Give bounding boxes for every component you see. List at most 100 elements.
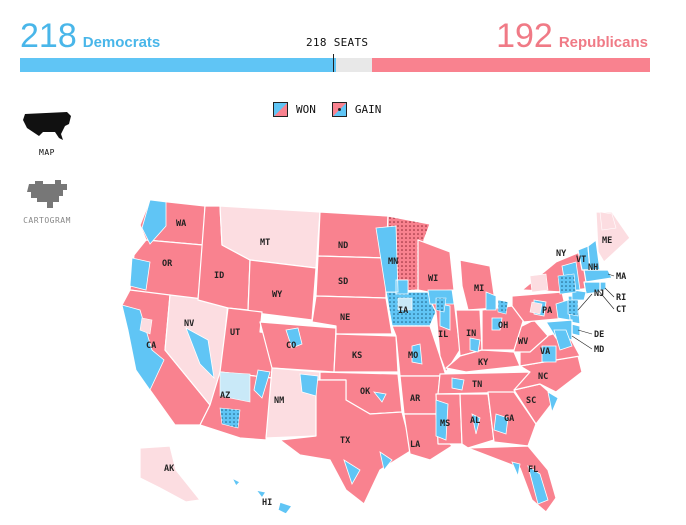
leader-RI (604, 287, 615, 298)
label-RI: RI (616, 293, 626, 303)
dem-districts-great-lakes (427, 289, 503, 353)
label-ND: ND (338, 241, 348, 251)
label-NV: NV (184, 319, 194, 329)
label-GA: GA (504, 414, 514, 424)
label-LA: LA (410, 440, 420, 450)
leader-CT (597, 289, 615, 310)
map-legend: WON GAIN (273, 102, 397, 117)
label-NE: NE (340, 313, 350, 323)
state-HI[interactable] (231, 477, 293, 515)
label-VA: VA (540, 347, 550, 357)
label-NH: NH (588, 263, 598, 273)
label-NJ: NJ (594, 289, 604, 299)
label-WA: WA (176, 219, 186, 229)
cartogram-view-button[interactable]: CARTOGRAM (18, 178, 76, 225)
label-MA: MA (616, 272, 626, 282)
dem-districts-florida (511, 461, 549, 505)
leader-MD (571, 335, 593, 350)
map-view-button[interactable]: MAP (18, 110, 76, 157)
dem-districts-west-coast (121, 199, 215, 391)
label-IA: IA (398, 306, 408, 316)
label-IL: IL (438, 330, 448, 340)
leader-DE (577, 329, 593, 335)
rep-pending-districts (139, 211, 617, 335)
label-MI: MI (474, 284, 484, 294)
label-TN: TN (472, 380, 482, 390)
majority-threshold-label: 218 SEATS (306, 36, 369, 49)
dem-districts-central (343, 225, 423, 485)
state-FL[interactable] (467, 445, 557, 513)
label-MT: MT (260, 238, 270, 248)
majority-marker (333, 54, 334, 72)
label-PA: PA (542, 306, 552, 316)
label-FL: FL (528, 465, 538, 475)
label-SC: SC (526, 396, 536, 406)
state-TX[interactable] (279, 379, 413, 505)
map-view-label: MAP (39, 148, 55, 157)
republican-bar-segment (371, 58, 650, 72)
az-pending-district (219, 371, 251, 403)
label-DE: DE (594, 330, 604, 340)
label-UT: UT (230, 328, 240, 338)
ia-pending-district (397, 297, 413, 311)
label-MD: MD (594, 345, 604, 355)
label-AL: AL (470, 416, 480, 426)
cartogram-icon (27, 180, 67, 208)
label-CT: CT (616, 305, 626, 315)
label-WY: WY (272, 290, 283, 300)
state-WI[interactable] (417, 239, 455, 293)
label-CO: CO (286, 341, 296, 351)
democrat-bar-segment (20, 58, 336, 72)
gain-label: GAIN (354, 103, 382, 116)
label-AZ: AZ (220, 391, 230, 401)
label-HI: HI (262, 498, 272, 508)
label-MN: MN (388, 257, 398, 267)
label-KS: KS (352, 351, 362, 361)
leader-MA (607, 273, 615, 277)
label-AK: AK (164, 464, 175, 474)
label-NY: NY (556, 249, 567, 259)
democrat-label: Democrats (82, 34, 161, 51)
republican-seat-count: 192 (496, 17, 553, 55)
label-MS: MS (440, 419, 450, 429)
label-ID: ID (214, 271, 224, 281)
leader-NJ (577, 293, 593, 311)
label-WV: WV (518, 337, 528, 347)
won-label: WON (296, 103, 316, 116)
republican-label: Republicans (558, 34, 648, 51)
won-swatch (273, 102, 288, 117)
label-CA: CA (146, 341, 156, 351)
state-GA[interactable] (487, 391, 537, 447)
cartogram-view-label: CARTOGRAM (23, 216, 71, 225)
state-IL[interactable] (429, 299, 461, 373)
democrat-tally: 218 Democrats (20, 18, 160, 54)
label-AR: AR (410, 394, 421, 404)
republican-tally: 192 Republicans (496, 18, 648, 54)
label-NC: NC (538, 372, 548, 382)
label-ME: ME (602, 236, 612, 246)
label-VT: VT (576, 255, 586, 265)
dem-districts-west-interior (253, 327, 319, 399)
gain-swatch (331, 102, 347, 117)
state-KS[interactable] (333, 333, 399, 373)
label-TX: TX (340, 436, 350, 446)
label-NM: NM (274, 396, 284, 406)
label-IN: IN (466, 329, 476, 339)
state-AK[interactable] (139, 445, 201, 503)
state-SD[interactable] (315, 255, 387, 299)
dem-districts-south (435, 377, 559, 441)
label-OK: OK (360, 387, 371, 397)
democrat-seat-count: 218 (20, 17, 77, 55)
label-MO: MO (408, 351, 418, 361)
state-MA[interactable] (583, 269, 613, 283)
label-SD: SD (338, 277, 348, 287)
label-WI: WI (428, 274, 438, 284)
label-KY: KY (478, 358, 489, 368)
us-map-icon (23, 112, 71, 140)
label-OR: OR (162, 259, 173, 269)
label-OH: OH (498, 321, 508, 331)
state-NC[interactable] (513, 355, 583, 393)
seat-progress-bar (20, 54, 650, 72)
dem-gain-districts (219, 273, 579, 429)
